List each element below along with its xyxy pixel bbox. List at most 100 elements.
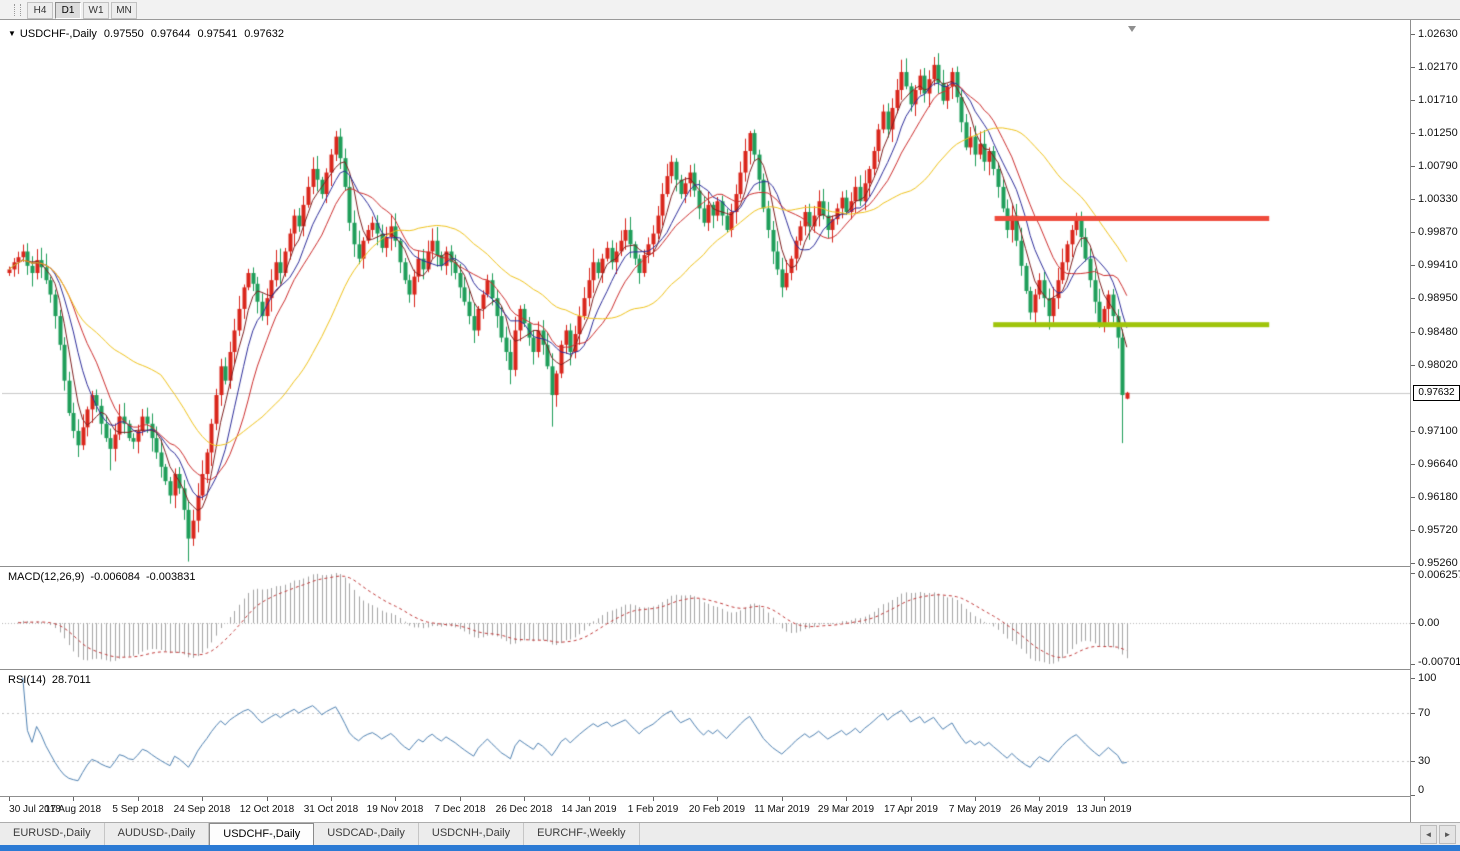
axis-divider bbox=[1410, 20, 1411, 823]
date-axis-label: 26 May 2019 bbox=[1010, 804, 1068, 815]
date-axis-label: 14 Jan 2019 bbox=[561, 804, 617, 815]
chart-dropdown-icon[interactable]: ▼ bbox=[8, 29, 16, 38]
pane-separator[interactable] bbox=[0, 566, 1460, 567]
taskbar-edge[interactable] bbox=[0, 845, 1460, 851]
rsi-indicator-canvas[interactable] bbox=[2, 670, 1412, 796]
chart-tab-eurusd[interactable]: EURUSD-,Daily bbox=[0, 823, 105, 846]
date-axis-label: 31 Oct 2018 bbox=[303, 804, 359, 815]
date-axis-tick bbox=[1039, 797, 1040, 801]
macd-main-value: -0.006084 bbox=[90, 571, 140, 583]
rsi-label: RSI(14) bbox=[8, 674, 46, 686]
chart-shift-marker[interactable] bbox=[1128, 26, 1136, 32]
price-axis-label: 0.99410 bbox=[1418, 259, 1458, 271]
macd-indicator-canvas[interactable] bbox=[2, 567, 1412, 669]
price-axis-tick bbox=[1411, 332, 1415, 333]
rsi-axis-tick bbox=[1411, 678, 1415, 679]
price-axis-label: 0.98950 bbox=[1418, 292, 1458, 304]
date-axis-tick bbox=[717, 797, 718, 801]
price-axis-label: 0.95260 bbox=[1418, 557, 1458, 569]
chart-tab-bar: EURUSD-,Daily AUDUSD-,Daily USDCHF-,Daily U… bbox=[0, 822, 1460, 846]
date-axis-tick bbox=[911, 797, 912, 801]
date-axis-tick bbox=[589, 797, 590, 801]
date-axis-tick bbox=[267, 797, 268, 801]
price-axis-tick bbox=[1411, 265, 1415, 266]
date-axis-label: 11 Mar 2019 bbox=[754, 804, 810, 815]
rsi-axis-tick bbox=[1411, 761, 1415, 762]
date-axis-tick bbox=[73, 797, 74, 801]
rsi-axis-tick bbox=[1411, 795, 1415, 796]
macd-axis-tick bbox=[1411, 664, 1415, 665]
chart-tab-usdcad[interactable]: USDCAD-,Daily bbox=[314, 823, 419, 846]
rsi-axis-label: 70 bbox=[1418, 707, 1431, 719]
date-axis-tick bbox=[653, 797, 654, 801]
macd-axis-label: 0.00 bbox=[1418, 617, 1440, 629]
ohlc-close-value: 0.97632 bbox=[244, 28, 284, 40]
timeframe-button-h4[interactable]: H4 bbox=[27, 2, 53, 19]
chart-tab-usdcnh[interactable]: USDCNH-,Daily bbox=[419, 823, 525, 846]
price-axis-label: 0.95720 bbox=[1418, 524, 1458, 536]
chart-window: ▼ USDCHF-,Daily 0.97550 0.97644 0.97541 0.976… bbox=[0, 19, 1460, 823]
price-axis-tick bbox=[1411, 563, 1415, 564]
date-axis-label: 30 Jul 2018 bbox=[9, 804, 61, 815]
macd-title: MACD(12,26,9) -0.006084 -0.003831 bbox=[8, 571, 196, 583]
chart-symbol-label: USDCHF-,Daily bbox=[19, 28, 97, 40]
price-axis-tick bbox=[1411, 431, 1415, 432]
price-axis-label: 1.02170 bbox=[1418, 61, 1458, 73]
chart-tab-audusd[interactable]: AUDUSD-,Daily bbox=[105, 823, 210, 846]
price-axis-tick bbox=[1411, 530, 1415, 531]
macd-label: MACD(12,26,9) bbox=[8, 571, 85, 583]
rsi-axis-tick bbox=[1411, 713, 1415, 714]
price-axis-tick bbox=[1411, 298, 1415, 299]
date-axis-tick bbox=[331, 797, 332, 801]
pane-separator[interactable] bbox=[0, 796, 1460, 797]
date-axis-tick bbox=[138, 797, 139, 801]
macd-signal-value: -0.003831 bbox=[145, 571, 196, 583]
timeframe-buttons: H4 D1 W1 MN bbox=[27, 0, 139, 19]
date-axis-tick bbox=[524, 797, 525, 801]
price-axis-tick bbox=[1411, 100, 1415, 101]
price-axis-label: 0.96640 bbox=[1418, 458, 1458, 470]
price-axis-tick bbox=[1411, 34, 1415, 35]
date-axis-tick bbox=[846, 797, 847, 801]
timeframe-button-d1[interactable]: D1 bbox=[55, 2, 81, 19]
timeframe-button-w1[interactable]: W1 bbox=[83, 2, 109, 19]
date-axis-label: 7 May 2019 bbox=[948, 804, 1002, 815]
date-axis-label: 12 Oct 2018 bbox=[239, 804, 295, 815]
rsi-axis-label: 30 bbox=[1418, 755, 1431, 767]
tab-scroll-left-button[interactable]: ◄ bbox=[1420, 825, 1437, 844]
price-axis-label: 1.00330 bbox=[1418, 193, 1458, 205]
date-axis-label: 17 Apr 2019 bbox=[884, 804, 938, 815]
date-axis-tick bbox=[782, 797, 783, 801]
timeframe-button-mn[interactable]: MN bbox=[111, 2, 137, 19]
tab-scroll-right-button[interactable]: ► bbox=[1439, 825, 1456, 844]
price-axis-tick bbox=[1411, 199, 1415, 200]
rsi-title: RSI(14) 28.7011 bbox=[8, 674, 91, 686]
tab-scroll-arrows: ◄ ► bbox=[1418, 823, 1460, 846]
price-axis-tick bbox=[1411, 365, 1415, 366]
price-axis-label: 1.01710 bbox=[1418, 94, 1458, 106]
macd-axis-tick bbox=[1411, 573, 1415, 574]
price-axis[interactable]: 1.02630 1.02170 1.01710 1.01250 1.00790 1.003… bbox=[1411, 20, 1460, 823]
pane-separator[interactable] bbox=[0, 669, 1460, 670]
price-chart-canvas[interactable] bbox=[2, 20, 1412, 566]
date-axis-label: 20 Feb 2019 bbox=[688, 804, 746, 815]
price-axis-label: 0.96180 bbox=[1418, 491, 1458, 503]
price-axis-label: 0.98480 bbox=[1418, 326, 1458, 338]
toolbar-grip[interactable] bbox=[14, 3, 21, 16]
date-axis-label: 29 Mar 2019 bbox=[817, 804, 875, 815]
chart-tab-eurchf[interactable]: EURCHF-,Weekly bbox=[524, 823, 640, 846]
timeframe-toolbar: H4 D1 W1 MN bbox=[0, 0, 1460, 20]
price-axis-tick bbox=[1411, 133, 1415, 134]
date-axis-label: 19 Nov 2018 bbox=[366, 804, 424, 815]
chart-tab-usdchf[interactable]: USDCHF-,Daily bbox=[209, 823, 315, 846]
chart-tabs: EURUSD-,Daily AUDUSD-,Daily USDCHF-,Daily U… bbox=[0, 823, 640, 846]
price-axis-label: 0.97100 bbox=[1418, 425, 1458, 437]
price-axis-tick bbox=[1411, 67, 1415, 68]
price-axis-label: 1.00790 bbox=[1418, 160, 1458, 172]
price-axis-label: 1.01250 bbox=[1418, 127, 1458, 139]
date-axis[interactable]: 30 Jul 2018 17 Aug 2018 5 Sep 2018 24 Sep 2… bbox=[0, 797, 1410, 823]
date-axis-tick bbox=[460, 797, 461, 801]
date-axis-tick bbox=[975, 797, 976, 801]
chart-title: ▼ USDCHF-,Daily 0.97550 0.97644 0.97541 0.976… bbox=[8, 28, 284, 40]
